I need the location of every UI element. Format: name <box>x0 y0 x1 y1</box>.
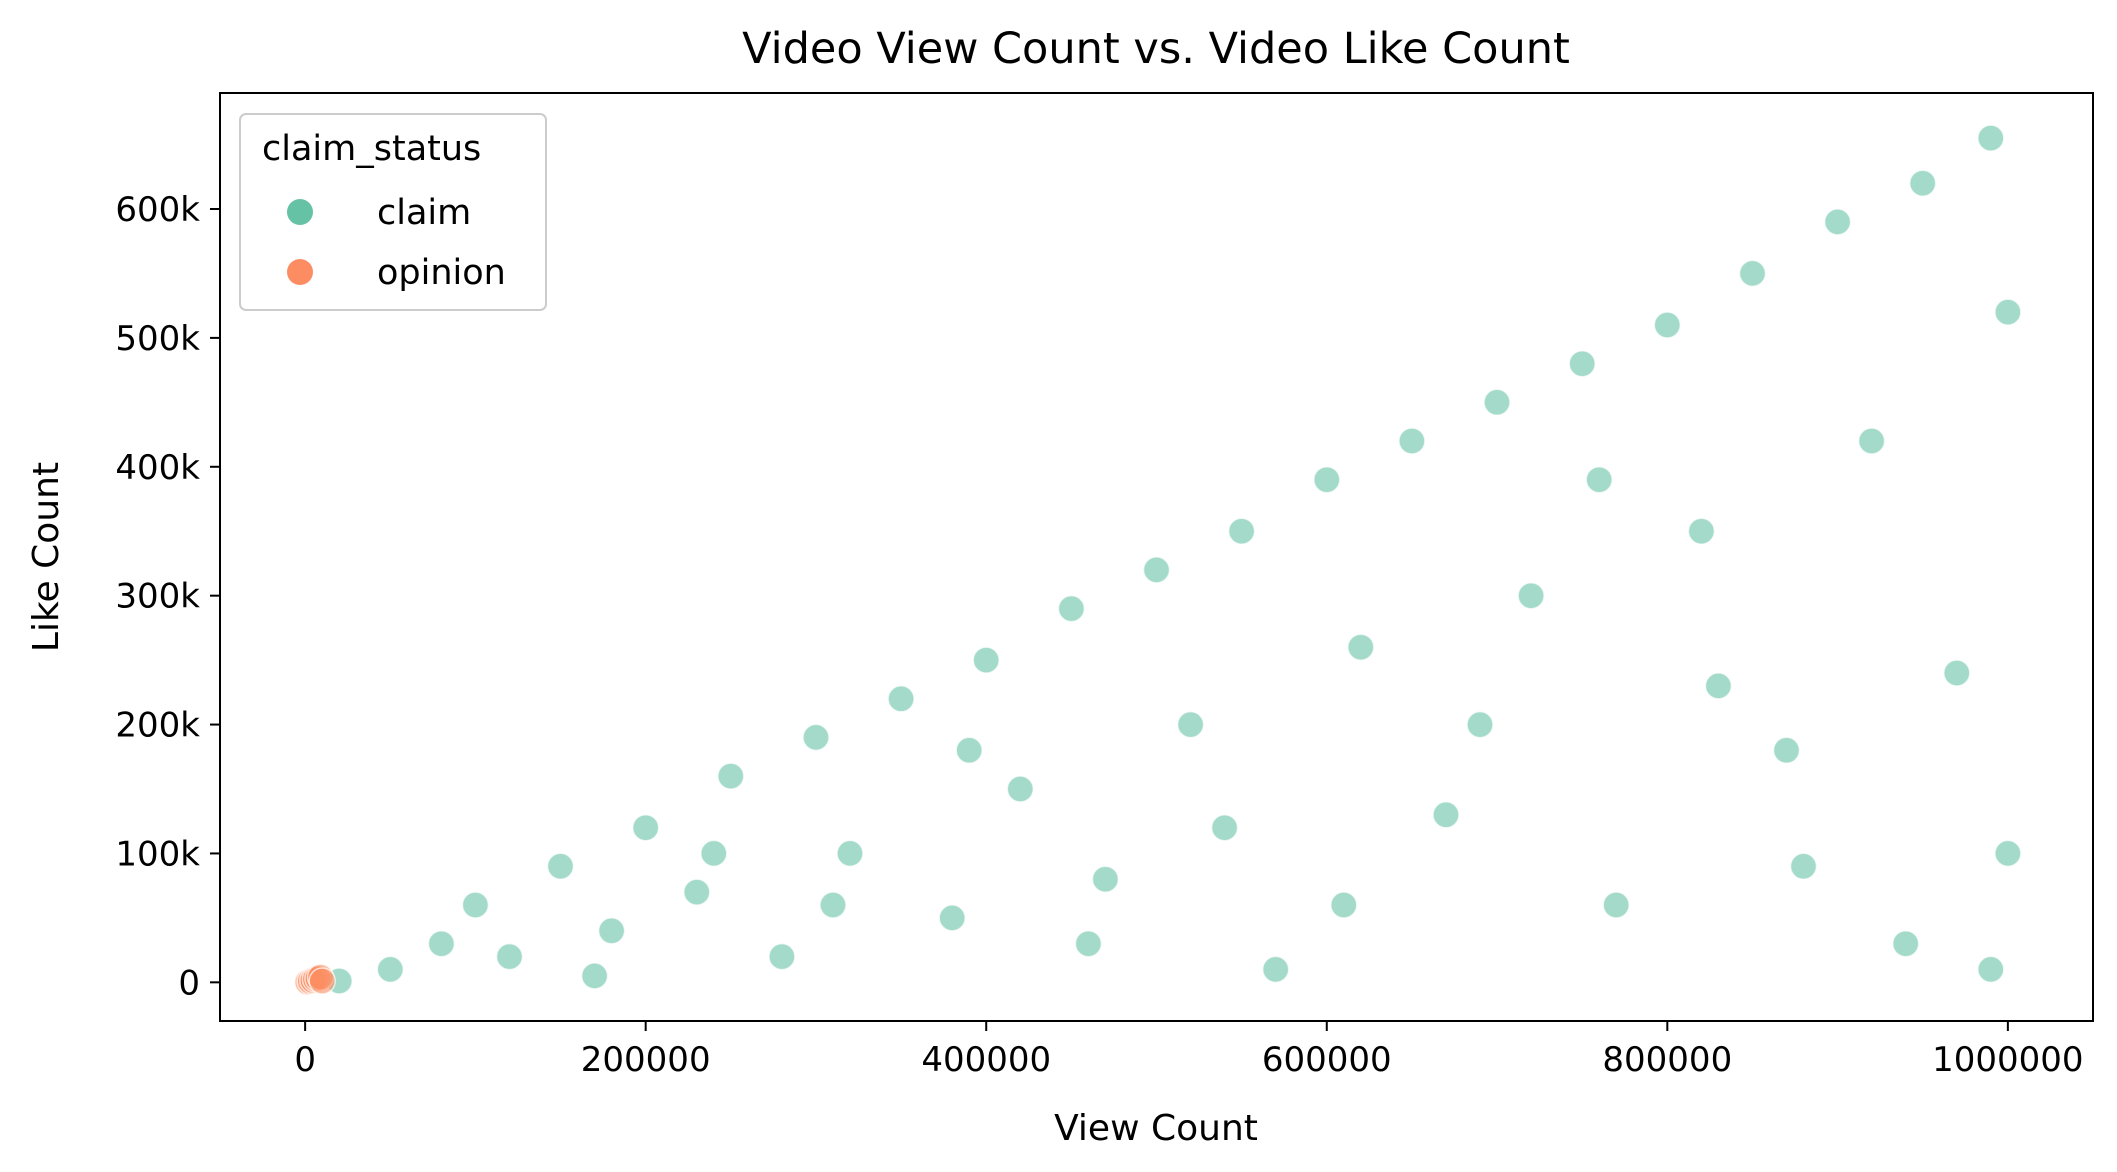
data-point-claim-36 <box>1857 427 1886 455</box>
data-point-claim-43 <box>1891 929 1920 958</box>
data-point-claim-47 <box>1466 710 1494 739</box>
data-point-claim-44 <box>1789 852 1818 881</box>
data-point-claim-50 <box>1074 929 1103 958</box>
data-point-claim-26 <box>1432 801 1460 829</box>
data-point-claim-54 <box>580 962 609 990</box>
y-axis: 0 100k 200k 300k 400k 500k 600k <box>115 190 220 1003</box>
y-tick-label-5: 500k <box>115 319 200 359</box>
data-point-claim-40 <box>1994 298 2022 326</box>
data-point-claim-53 <box>700 839 728 868</box>
data-point-claim-41 <box>1994 839 2022 868</box>
data-point-claim-6 <box>597 917 626 945</box>
data-point-claim-25 <box>1398 427 1426 455</box>
x-axis: 0 200000 400000 600000 800000 1000000 <box>294 1021 2084 1080</box>
y-tick-label-3: 300k <box>115 577 200 617</box>
data-point-claim-51 <box>955 736 983 765</box>
data-point-claim-24 <box>1347 633 1375 661</box>
x-tick-label-0: 0 <box>294 1040 316 1080</box>
data-point-claim-28 <box>1517 581 1545 610</box>
data-point-claim-29 <box>1568 349 1596 378</box>
data-point-claim-37 <box>1908 169 1937 197</box>
data-point-claim-39 <box>1977 124 2005 152</box>
legend-label-opinion: opinion <box>377 253 506 293</box>
data-point-claim-1 <box>376 955 405 984</box>
data-point-claim-2 <box>427 929 456 958</box>
data-point-claim-31 <box>1653 311 1682 339</box>
y-axis-label: Like Count <box>26 462 67 652</box>
data-point-claim-17 <box>1057 594 1086 623</box>
data-point-claim-19 <box>1142 556 1171 584</box>
data-point-claim-45 <box>1704 672 1733 700</box>
data-point-claim-15 <box>972 646 1000 674</box>
data-point-claim-11 <box>802 723 830 752</box>
data-point-claim-46 <box>1585 465 1613 494</box>
legend-marker-opinion <box>287 259 313 285</box>
data-point-opinion-6 <box>308 967 336 995</box>
legend-title: claim_status <box>262 129 481 169</box>
data-point-claim-8 <box>683 878 711 906</box>
data-point-claim-13 <box>887 685 915 713</box>
x-tick-label-3: 600000 <box>1262 1040 1392 1080</box>
legend-marker-claim <box>287 199 313 225</box>
points-layer <box>293 124 2022 996</box>
x-tick-label-2: 400000 <box>921 1040 1051 1080</box>
data-point-claim-4 <box>495 942 524 971</box>
data-point-claim-38 <box>1943 659 1971 687</box>
data-point-claim-7 <box>631 813 660 842</box>
data-point-claim-32 <box>1687 517 1716 545</box>
data-point-claim-9 <box>717 762 745 790</box>
data-point-claim-21 <box>1227 517 1256 545</box>
legend: claim_status claim opinion <box>239 113 547 311</box>
chart-title: Video View Count vs. Video Like Count <box>742 24 1570 74</box>
x-tick-label-5: 1000000 <box>1932 1040 2083 1080</box>
data-point-claim-42 <box>1977 955 2005 984</box>
data-point-claim-3 <box>461 891 490 919</box>
data-point-claim-16 <box>1006 775 1035 803</box>
x-tick-label-1: 200000 <box>581 1040 711 1080</box>
x-tick-label-4: 800000 <box>1602 1040 1732 1080</box>
y-tick-label-6: 600k <box>115 190 200 230</box>
data-point-claim-34 <box>1772 736 1801 765</box>
data-point-claim-12 <box>836 839 864 868</box>
data-point-claim-35 <box>1823 208 1852 236</box>
data-point-claim-27 <box>1483 388 1511 417</box>
data-point-claim-49 <box>1210 813 1239 842</box>
data-point-claim-22 <box>1261 955 1290 984</box>
y-tick-label-0: 0 <box>178 963 200 1003</box>
data-point-claim-5 <box>546 852 575 881</box>
data-point-claim-48 <box>1330 891 1358 919</box>
data-point-claim-18 <box>1091 865 1120 893</box>
data-point-claim-52 <box>819 891 847 919</box>
y-tick-label-1: 100k <box>115 834 200 874</box>
data-point-claim-10 <box>768 942 796 971</box>
data-point-claim-20 <box>1176 710 1205 739</box>
data-point-claim-23 <box>1313 465 1341 494</box>
y-tick-label-4: 400k <box>115 448 200 488</box>
legend-label-claim: claim <box>377 193 471 233</box>
x-axis-label: View Count <box>1054 1108 1258 1149</box>
data-point-claim-33 <box>1738 259 1767 288</box>
y-tick-label-2: 200k <box>115 706 200 746</box>
legend-box <box>239 113 547 311</box>
data-point-claim-14 <box>938 904 966 932</box>
plot-frame <box>219 92 2094 1022</box>
data-point-claim-30 <box>1602 891 1630 919</box>
